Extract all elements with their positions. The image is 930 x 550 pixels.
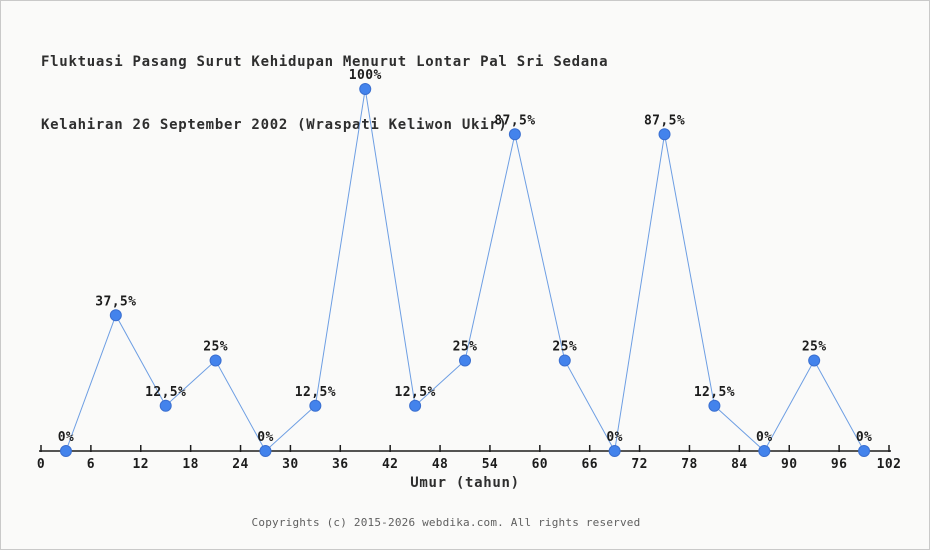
data-point-label: 25% — [453, 340, 478, 355]
data-point-marker — [708, 399, 721, 412]
data-point-marker — [59, 445, 72, 457]
data-point-label: 0% — [856, 430, 872, 445]
x-tick-label: 42 — [382, 457, 398, 472]
data-point-marker — [409, 399, 422, 412]
data-point-label: 12,5% — [295, 385, 336, 400]
x-tick-label: 96 — [831, 457, 847, 472]
data-point-marker — [359, 83, 372, 95]
data-point-label: 0% — [58, 430, 74, 445]
x-tick-label: 18 — [182, 457, 198, 472]
data-point-marker — [858, 445, 871, 457]
data-point-marker — [109, 309, 122, 322]
data-point-marker — [459, 354, 471, 367]
data-point-marker — [159, 399, 172, 412]
data-point-label: 0% — [756, 430, 772, 445]
data-point-marker — [508, 128, 521, 141]
data-point-marker — [209, 354, 222, 367]
data-point-marker — [758, 445, 771, 457]
data-point-label: 25% — [552, 340, 577, 355]
x-tick-label: 12 — [133, 457, 149, 472]
chart-title-line2: Kelahiran 26 September 2002 (Wraspati Ke… — [41, 117, 508, 133]
data-point-label: 37,5% — [95, 294, 136, 309]
x-tick-label: 78 — [681, 457, 697, 472]
x-tick-label: 84 — [731, 457, 747, 472]
x-tick-label: 0 — [37, 457, 45, 472]
x-tick-label: 48 — [432, 457, 448, 472]
x-tick-label: 6 — [87, 457, 95, 472]
data-point-label: 0% — [257, 430, 273, 445]
data-point-label: 12,5% — [395, 385, 436, 400]
data-point-label: 12,5% — [145, 385, 186, 400]
data-point-label: 25% — [203, 340, 228, 355]
data-point-marker — [808, 354, 821, 367]
data-point-label: 87,5% — [644, 113, 685, 128]
x-tick-label: 72 — [631, 457, 647, 472]
data-point-marker — [608, 445, 621, 457]
data-point-label: 12,5% — [694, 385, 735, 400]
x-tick-label: 102 — [877, 457, 902, 472]
copyright-text: Copyrights (c) 2015-2026 webdika.com. Al… — [251, 516, 641, 529]
data-point-marker — [259, 445, 272, 457]
chart-title: Fluktuasi Pasang Surut Kehidupan Menurut… — [41, 10, 608, 178]
x-tick-label: 30 — [282, 457, 298, 472]
x-tick-label: 60 — [532, 457, 548, 472]
data-point-marker — [309, 399, 322, 412]
x-tick-label: 54 — [482, 457, 498, 472]
data-point-marker — [658, 128, 671, 141]
x-tick-label: 24 — [232, 457, 248, 472]
x-tick-label: 36 — [332, 457, 348, 472]
data-point-label: 25% — [802, 340, 827, 355]
data-point-marker — [558, 354, 571, 367]
data-point-label: 100% — [349, 68, 382, 83]
x-tick-label: 90 — [781, 457, 797, 472]
data-point-label: 0% — [606, 430, 622, 445]
data-point-label: 87,5% — [494, 113, 535, 128]
x-tick-label: 66 — [581, 457, 597, 472]
chart-title-line1: Fluktuasi Pasang Surut Kehidupan Menurut… — [41, 54, 609, 70]
x-axis-title: Umur (tahun) — [410, 475, 520, 491]
